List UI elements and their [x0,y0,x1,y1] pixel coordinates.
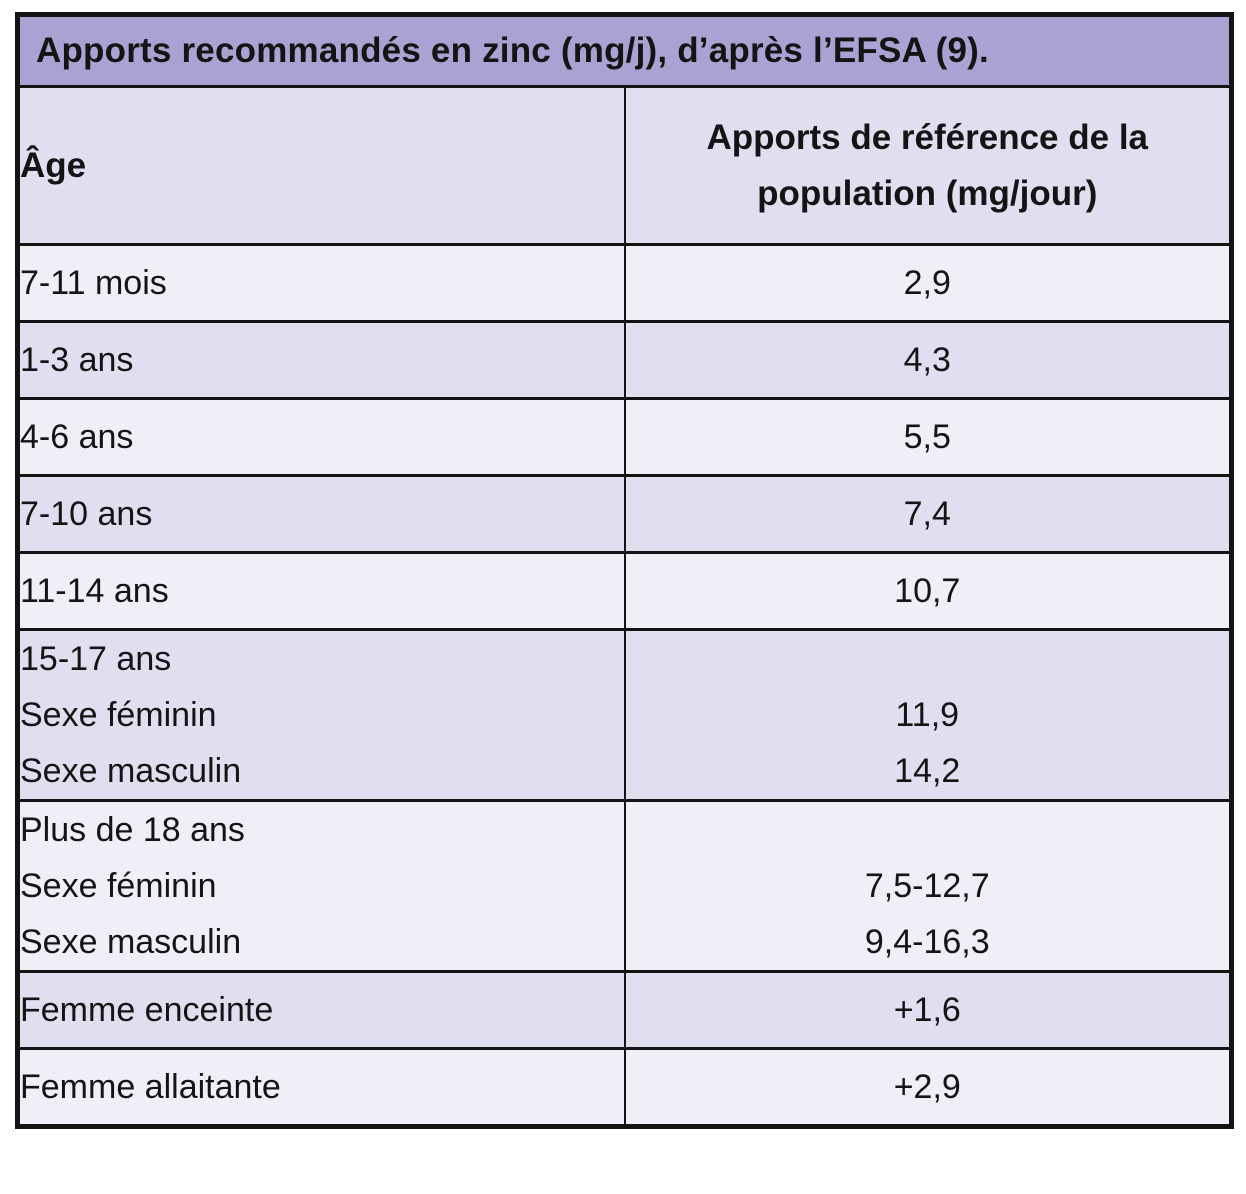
age-label: 7-10 ans [20,495,153,533]
value-cell: 10,7 [623,551,1233,631]
age-cell: 4-6 ans [16,397,626,477]
age-cell: 1-3 ans [16,320,626,400]
table-header-row: Âge Apports de référence de la populatio… [16,85,1233,246]
table-row: Femme enceinte +1,6 [16,970,1233,1050]
age-cell: 7-11 mois [16,243,626,323]
zinc-intake-table: Apports recommandés en zinc (mg/j), d’ap… [15,12,1234,1129]
intake-value: 7,4 [903,495,951,533]
age-label: Femme allaitante [20,1068,281,1106]
intake-value: 7,5-12,7 [864,867,990,905]
column-header-reference-intake: Apports de référence de la population (m… [623,85,1233,246]
intake-value: +2,9 [893,1068,961,1106]
intake-value: 14,2 [894,752,961,790]
age-cell: 15-17 ans Sexe féminin Sexe masculin [16,628,626,802]
age-cell: Femme enceinte [16,970,626,1050]
age-label: 11-14 ans [20,572,169,610]
age-cell: 11-14 ans [16,551,626,631]
column-header-age: Âge [16,85,626,246]
table-row: 15-17 ans Sexe féminin Sexe masculin 11,… [16,628,1233,802]
age-cell: 7-10 ans [16,474,626,554]
value-cell: +1,6 [623,970,1233,1050]
age-label: Sexe féminin [20,696,217,734]
age-label: Sexe masculin [20,752,242,790]
intake-value [626,802,1230,858]
table-title: Apports recommandés en zinc (mg/j), d’ap… [16,13,1233,88]
value-cell: 5,5 [623,397,1233,477]
intake-value: 2,9 [903,264,951,302]
age-label: 1-3 ans [20,341,134,379]
age-label: 4-6 ans [20,418,134,456]
page: Apports recommandés en zinc (mg/j), d’ap… [0,12,1246,1194]
table-row: 4-6 ans 5,5 [16,397,1233,477]
table-row: Femme allaitante +2,9 [16,1047,1233,1128]
value-cell: 7,4 [623,474,1233,554]
table-row: 11-14 ans 10,7 [16,551,1233,631]
table-row: 7-10 ans 7,4 [16,474,1233,554]
intake-value: 4,3 [903,341,951,379]
table-row: Plus de 18 ans Sexe féminin Sexe masculi… [16,799,1233,973]
age-label: 15-17 ans [20,640,172,678]
intake-value [626,631,1230,687]
age-cell: Plus de 18 ans Sexe féminin Sexe masculi… [16,799,626,973]
value-cell: +2,9 [623,1047,1233,1128]
table-row: 1-3 ans 4,3 [16,320,1233,400]
age-cell: Femme allaitante [16,1047,626,1128]
value-cell: 7,5-12,7 9,4-16,3 [623,799,1233,973]
value-cell: 4,3 [623,320,1233,400]
intake-value: +1,6 [893,991,961,1029]
age-label: Sexe masculin [20,923,242,961]
age-label: Plus de 18 ans [20,811,245,849]
table-title-row: Apports recommandés en zinc (mg/j), d’ap… [16,13,1233,88]
age-label: Femme enceinte [20,991,274,1029]
intake-value: 9,4-16,3 [864,923,990,961]
table-row: 7-11 mois 2,9 [16,243,1233,323]
value-cell: 2,9 [623,243,1233,323]
intake-value: 10,7 [894,572,961,610]
value-cell: 11,9 14,2 [623,628,1233,802]
intake-value: 5,5 [903,418,951,456]
age-label: 7-11 mois [20,264,167,302]
intake-value: 11,9 [895,696,960,734]
age-label: Sexe féminin [20,867,217,905]
